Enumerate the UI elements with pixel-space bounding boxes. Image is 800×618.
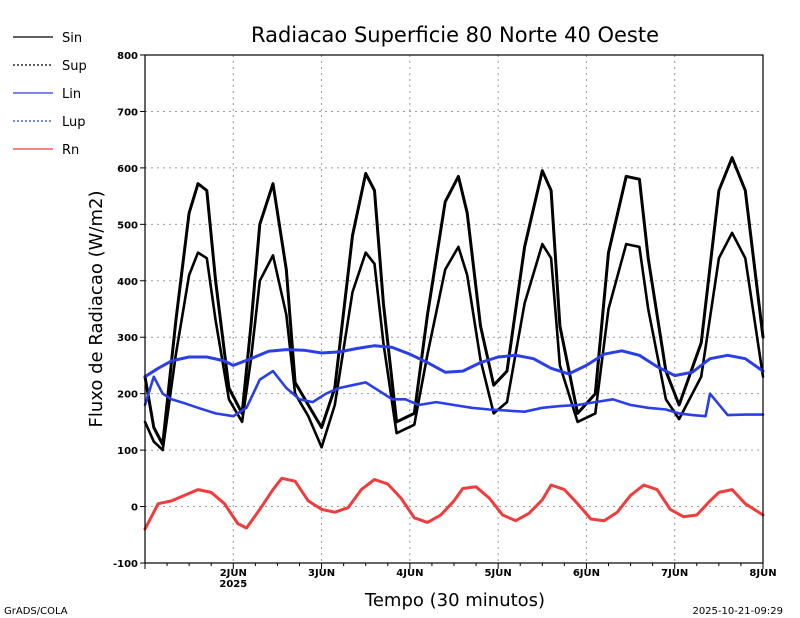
legend-label-rn: Rn: [62, 143, 79, 158]
y-tick-label: 300: [117, 333, 138, 344]
series-group: [143, 156, 765, 531]
legend-label-sup: Sup: [62, 59, 87, 74]
grid: [145, 54, 764, 564]
series-line-sin: [143, 156, 765, 446]
x-tick-label: 6JUN: [573, 568, 600, 579]
x-tick-label: 7JUN: [661, 568, 688, 579]
x-tick-label: 3JUN: [308, 568, 335, 579]
y-tick-label: 700: [117, 107, 138, 118]
y-tick-label: 500: [117, 220, 138, 231]
x-axis-label: Tempo (30 minutos): [364, 590, 545, 611]
y-tick-label: 0: [131, 503, 138, 514]
footer-timestamp: 2025-10-21-09:29: [692, 606, 783, 617]
y-tick-label: 400: [117, 277, 138, 288]
series-line-lup: [143, 369, 765, 418]
x-tick-label: 2JUN: [220, 568, 247, 579]
x-tick-label: 4JUN: [396, 568, 423, 579]
y-tick-label: 200: [117, 390, 138, 401]
chart-title: Radiacao Superficie 80 Norte 40 Oeste: [251, 23, 659, 47]
legend-label-sin: Sin: [62, 31, 82, 46]
x-tick-label: 8JUN: [749, 568, 776, 579]
y-tick-label: 600: [117, 164, 138, 175]
x-tick-label: 5JUN: [485, 568, 512, 579]
y-axis-label: Fluxo de Radiacao (W/m2): [86, 191, 107, 428]
legend: Sin Sup Lin Lup Rn: [13, 31, 87, 158]
series-line-rn: [143, 476, 765, 531]
y-axis-ticks: -100 0 100 200 300 400 500 600 700 800: [113, 51, 145, 570]
series-line-sup: [143, 231, 765, 452]
y-tick-label: 800: [117, 51, 138, 62]
footer-credit: GrADS/COLA: [4, 606, 68, 617]
plot-frame: [144, 54, 764, 564]
legend-label-lin: Lin: [62, 87, 81, 102]
legend-label-lup: Lup: [62, 115, 86, 130]
series-line-lin: [143, 344, 765, 379]
y-tick-label: 100: [117, 446, 138, 457]
x-tick-sublabel: 2025: [219, 579, 247, 590]
y-tick-label: -100: [113, 559, 138, 570]
